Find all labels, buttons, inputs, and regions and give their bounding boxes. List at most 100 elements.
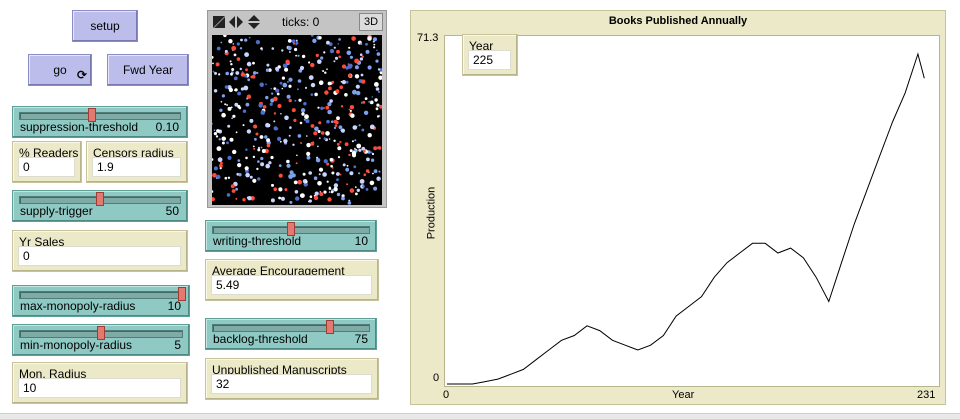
turtle-agent [252,61,255,65]
turtle-agent [328,191,331,193]
slider-handle[interactable] [326,320,334,334]
turtle-agent [340,81,343,83]
turtle-agent [338,38,341,41]
writing-threshold-slider[interactable]: writing-threshold 10 [205,220,377,252]
turtle-agent [361,128,364,132]
turtle-agent [326,68,328,70]
slider-value: 50 [165,204,179,218]
turtle-agent [288,174,293,179]
max-monopoly-radius-slider[interactable]: max-monopoly-radius 10 [12,285,190,317]
turtle-agent [328,86,332,91]
turtle-agent [314,126,319,132]
turtle-agent [303,118,306,121]
turtle-agent [215,135,219,138]
turtle-agent [277,103,282,109]
turtle-agent [284,188,288,192]
turtle-agent [237,163,242,168]
slider-track[interactable] [212,320,370,334]
turtle-agent [279,81,283,85]
turtle-agent [269,102,273,106]
turtle-agent [255,40,260,45]
turtle-agent [367,133,372,138]
turtle-agent [212,190,214,193]
turtle-agent [266,63,270,67]
turtle-agent [245,148,248,151]
turtle-agent [226,141,229,145]
turtle-agent [306,151,311,156]
setup-button[interactable]: setup [72,10,138,42]
turtle-agent [370,151,373,154]
status-bar [0,413,960,419]
turtle-agent [368,100,371,103]
turtle-agent [221,141,225,145]
turtle-agent [340,105,344,108]
turtle-agent [255,132,259,136]
turtle-agent [323,190,327,194]
turtle-agent [356,90,361,96]
slider-handle[interactable] [88,108,96,122]
turtle-agent [242,124,245,127]
turtle-agent [270,155,274,160]
turtle-agent [326,119,330,124]
world-canvas[interactable] [212,35,382,205]
slider-track[interactable] [212,222,370,236]
turtle-agent [245,68,248,72]
turtle-agent [306,135,308,137]
arrows-vertical-icon[interactable] [248,15,260,29]
turtle-agent [264,135,268,139]
slider-track[interactable] [19,192,181,206]
resize-icon[interactable] [213,16,225,28]
turtle-agent [286,80,289,83]
monitor-value: 225 [468,50,511,70]
turtle-agent [240,72,246,77]
turtle-agent [252,71,257,75]
3d-button[interactable]: 3D [359,13,383,31]
turtle-agent [231,117,233,119]
go-button[interactable]: go ⟳ [28,54,92,86]
suppression-threshold-slider[interactable]: suppression-threshold 0.10 [12,106,188,138]
turtle-agent [326,40,330,45]
slider-label: backlog-threshold [213,332,308,346]
turtle-agent [256,167,259,171]
turtle-agent [275,127,279,131]
turtle-agent [369,180,375,186]
turtle-agent [230,63,233,66]
turtle-agent [285,59,290,64]
backlog-threshold-slider[interactable]: backlog-threshold 75 [205,318,377,350]
unpublished-manuscripts-monitor: Unpublished Manuscripts 32 [205,358,379,400]
turtle-agent [259,135,264,139]
slider-track[interactable] [19,287,186,301]
turtle-agent [330,190,334,194]
slider-track[interactable] [19,326,183,340]
turtle-agent [245,172,250,178]
plot-area[interactable]: Year 225 [444,34,940,387]
slider-handle[interactable] [178,287,186,301]
slider-handle[interactable] [97,326,105,340]
turtle-agent [219,108,223,113]
turtle-agent [245,156,248,160]
turtle-agent [217,157,223,163]
turtle-agent [253,147,256,150]
slider-handle[interactable] [287,222,295,236]
arrows-horizontal-icon[interactable] [229,16,243,28]
turtle-agent [300,193,305,199]
turtle-agent [295,196,300,201]
fwd-year-button[interactable]: Fwd Year [107,54,189,86]
turtle-agent [305,180,308,184]
turtle-agent [265,83,267,86]
readers-monitor: % Readers 0 [12,141,82,183]
turtle-agent [259,82,264,87]
turtle-agent [339,85,343,89]
supply-trigger-slider[interactable]: supply-trigger 50 [12,190,188,222]
turtle-agent [347,64,353,69]
turtle-agent [232,114,236,118]
turtle-agent [273,87,277,90]
turtle-agent [327,109,332,115]
slider-track[interactable] [19,108,181,122]
slider-handle[interactable] [96,192,104,206]
turtle-agent [329,99,333,103]
turtle-agent [232,43,235,45]
turtle-agent [313,131,318,136]
turtle-agent [289,200,293,204]
min-monopoly-radius-slider[interactable]: min-monopoly-radius 5 [12,324,190,356]
